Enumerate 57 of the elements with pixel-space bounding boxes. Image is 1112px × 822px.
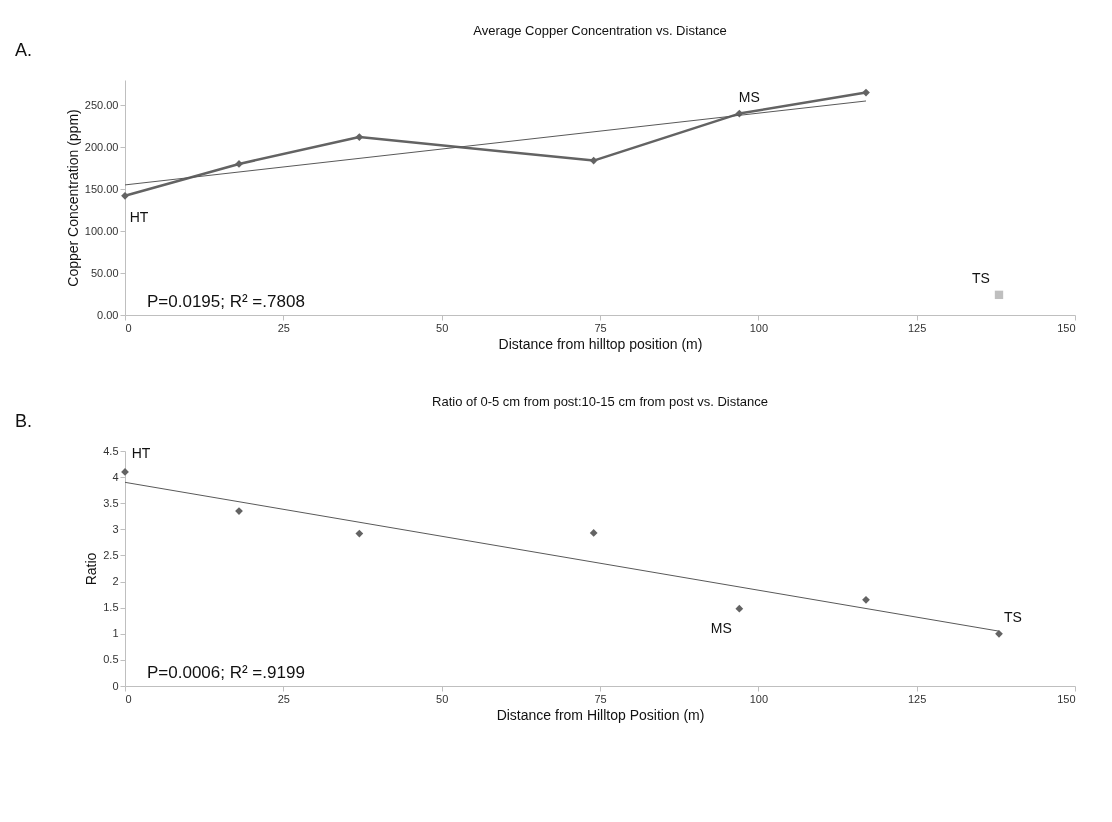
y-tick-label: 150.00 bbox=[84, 182, 119, 195]
x-tick-label: 0 bbox=[125, 321, 132, 334]
x-tick-label: 25 bbox=[277, 692, 290, 705]
point bbox=[735, 604, 744, 613]
x-axis-title: Distance from Hilltop Position (m) bbox=[496, 706, 705, 723]
y-tick-label: 200.00 bbox=[84, 140, 119, 153]
annotation: MS bbox=[710, 619, 732, 636]
x-tick-label: 50 bbox=[436, 692, 449, 705]
x-tick-label: 125 bbox=[907, 692, 927, 705]
y-tick-label: 100.00 bbox=[84, 224, 119, 237]
annotation: TS bbox=[1004, 608, 1022, 625]
point bbox=[589, 529, 598, 537]
annotation: P=0.0195; R² =.7808 bbox=[147, 292, 305, 311]
x-tick-label: 150 bbox=[1057, 321, 1076, 334]
annotation: TS bbox=[972, 269, 990, 286]
x-tick-label: 150 bbox=[1057, 692, 1076, 705]
point bbox=[589, 156, 598, 165]
x-tick-label: 75 bbox=[594, 321, 607, 334]
annotation: P=0.0006; R² =.9199 bbox=[147, 663, 305, 682]
y-axis-title: Copper Concentration (ppm) bbox=[64, 109, 81, 287]
point bbox=[862, 88, 870, 97]
annotation: HT bbox=[131, 444, 151, 461]
x-tick-label: 75 bbox=[594, 692, 607, 705]
x-tick-label: 100 bbox=[749, 692, 769, 705]
point bbox=[994, 290, 1004, 300]
point bbox=[995, 629, 1003, 638]
x-tick-label: 0 bbox=[125, 692, 132, 705]
point bbox=[862, 595, 870, 604]
text: B. bbox=[15, 411, 33, 431]
y-tick-label: 50.00 bbox=[90, 266, 119, 279]
y-tick-label: 4.5 bbox=[103, 444, 119, 457]
chart-title: Ratio of 0-5 cm from post:10-15 cm from post vs. Distance bbox=[432, 394, 768, 409]
x-tick-label: 50 bbox=[436, 321, 449, 334]
point bbox=[121, 191, 129, 200]
y-tick-label: 3.5 bbox=[103, 496, 119, 509]
y-tick-label: 3 bbox=[112, 522, 119, 535]
y-axis-title: Ratio bbox=[83, 552, 100, 586]
point bbox=[121, 468, 129, 476]
text: A. bbox=[15, 40, 33, 60]
x-tick-label: 25 bbox=[277, 321, 290, 334]
y-tick-label: 0.00 bbox=[97, 308, 119, 321]
y-tick-label: 0.5 bbox=[103, 653, 119, 666]
x-axis-title: Distance from hilltop position (m) bbox=[498, 335, 703, 352]
y-tick-label: 2 bbox=[112, 575, 119, 588]
annotation: MS bbox=[738, 88, 760, 105]
y-tick-label: 4 bbox=[112, 470, 119, 483]
chart-title: Average Copper Concentration vs. Distance bbox=[473, 23, 727, 38]
y-tick-label: 1.5 bbox=[103, 601, 119, 614]
annotation: HT bbox=[129, 208, 149, 225]
point bbox=[355, 529, 364, 538]
point bbox=[355, 133, 364, 141]
y-tick-label: 0 bbox=[112, 679, 119, 692]
y-tick-label: 250.00 bbox=[84, 98, 119, 111]
y-tick-label: 1 bbox=[112, 627, 119, 640]
y-tick-label: 2.5 bbox=[103, 548, 119, 561]
x-tick-label: 100 bbox=[749, 321, 769, 334]
x-tick-label: 125 bbox=[907, 321, 927, 334]
